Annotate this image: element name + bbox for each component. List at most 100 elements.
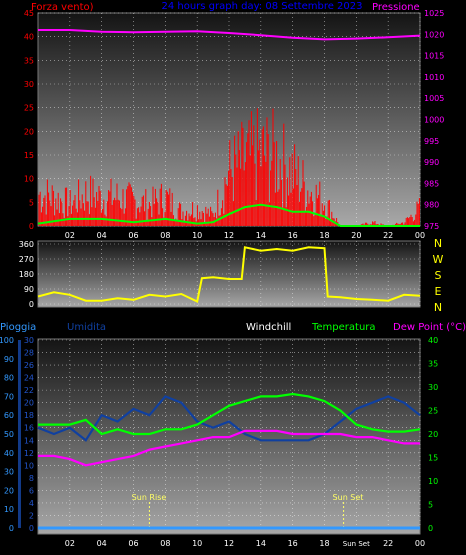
wind-y-tick-label: 25 [24, 104, 34, 113]
x-tick-label: 16 [288, 539, 298, 548]
pressure-y-tick-label: 1005 [424, 94, 444, 103]
compass-tick-label: N [434, 301, 442, 314]
x-tick-label: 12 [224, 231, 234, 240]
compass-tick-label: E [435, 285, 442, 298]
pressure-y-tick-label: 980 [424, 201, 439, 210]
pressure-y-tick-label: 1015 [424, 52, 444, 61]
x-tick-label: 18 [319, 539, 329, 548]
compass-tick-label: S [435, 269, 442, 282]
temperatura-label: Temperatura [311, 322, 376, 333]
left-y-tick-label: 24 [24, 374, 34, 383]
x-tick-label: 06 [128, 539, 138, 548]
x-tick-label: 02 [65, 539, 75, 548]
humidity-pct-tick-label: 20 [4, 486, 14, 495]
x-tick-label: Sun Set [343, 540, 370, 548]
x-tick-label: 04 [97, 231, 107, 240]
chart-title: 24 hours graph day: 08 Settembre 2023 [161, 1, 362, 12]
pressure-line [38, 29, 421, 41]
x-tick-label: 06 [128, 231, 138, 240]
humidity-pct-tick-label: 60 [4, 411, 14, 420]
x-tick-label: 12 [224, 539, 234, 548]
dewpoint-label: Dew Point (°C) [393, 322, 466, 333]
left-y-tick-label: 22 [24, 386, 34, 395]
left-y-tick-label: 8 [29, 474, 34, 483]
x-tick-label: 08 [160, 231, 170, 240]
umidita-label: Umidita [67, 322, 106, 333]
pressure-y-tick-label: 1010 [424, 73, 444, 82]
pioggia-label: Pioggia [0, 322, 36, 333]
compass-tick-label: W [433, 253, 444, 266]
temperature-y-tick-label: 25 [428, 407, 438, 416]
wind-y-tick-label: 5 [29, 198, 34, 207]
humidity-pct-tick-label: 80 [4, 374, 14, 383]
left-y-tick-label: 14 [24, 436, 34, 445]
x-tick-label: 10 [192, 231, 202, 240]
x-tick-label: 20 [351, 231, 361, 240]
left-y-tick-label: 12 [24, 449, 34, 458]
wind-y-tick-label: 40 [24, 33, 34, 42]
temperature-y-tick-label: 30 [428, 383, 438, 392]
compass-tick-label: N [434, 237, 442, 250]
direction-y-tick-label: 180 [19, 270, 34, 279]
direction-y-tick-label: 360 [19, 240, 34, 249]
humidity-axis-bar [18, 340, 21, 528]
pressure-axis-title: Pressione [372, 2, 420, 13]
left-y-tick-label: 28 [24, 349, 34, 358]
temperature-y-tick-label: 35 [428, 360, 438, 369]
temperature-y-tick-label: 15 [428, 454, 438, 463]
temperature-y-tick-label: 40 [428, 336, 438, 345]
wind-y-tick-label: 15 [24, 151, 34, 160]
pressure-y-tick-label: 1025 [424, 9, 444, 18]
temperature-y-tick-label: 0 [428, 524, 433, 533]
wind-y-tick-label: 10 [24, 175, 34, 184]
humidity-pct-tick-label: 70 [4, 392, 14, 401]
left-y-tick-label: 16 [24, 424, 34, 433]
wind-y-tick-label: 45 [24, 9, 34, 18]
left-y-tick-label: 2 [29, 511, 34, 520]
sunrise-label: Sun Rise [132, 493, 167, 502]
x-tick-label: 14 [256, 539, 266, 548]
x-tick-label: 22 [383, 231, 393, 240]
humidity-pct-tick-label: 10 [4, 505, 14, 514]
left-y-tick-label: 30 [24, 336, 34, 345]
direction-line [37, 246, 421, 303]
temperature-y-tick-label: 20 [428, 430, 438, 439]
left-y-tick-label: 18 [24, 411, 34, 420]
x-tick-label: 02 [65, 231, 75, 240]
left-y-tick-label: 6 [29, 486, 34, 495]
humidity-line [37, 395, 421, 442]
humidity-pct-tick-label: 0 [9, 524, 14, 533]
x-tick-label: 08 [160, 539, 170, 548]
left-y-tick-label: 10 [24, 461, 34, 470]
left-y-tick-label: 0 [29, 524, 34, 533]
humidity-pct-tick-label: 100 [0, 336, 14, 345]
pressure-y-tick-label: 985 [424, 179, 439, 188]
x-tick-label: 16 [288, 231, 298, 240]
direction-y-tick-label: 0 [29, 300, 34, 309]
temperature-y-tick-label: 5 [428, 501, 433, 510]
direction-y-tick-label: 270 [19, 255, 34, 264]
wind-average-line [37, 203, 420, 227]
x-tick-label: 04 [97, 539, 107, 548]
pressure-y-tick-label: 1000 [424, 116, 444, 125]
x-tick-label: 00 [415, 539, 425, 548]
humidity-pct-tick-label: 40 [4, 449, 14, 458]
x-tick-label: 14 [256, 231, 266, 240]
sunset-label: Sun Set [333, 493, 364, 502]
wind-axis-title: Forza vento) [31, 2, 94, 13]
direction-y-tick-label: 90 [24, 285, 34, 294]
pressure-y-tick-label: 995 [424, 137, 439, 146]
left-y-tick-label: 4 [29, 499, 34, 508]
x-tick-label: 10 [192, 539, 202, 548]
humidity-pct-tick-label: 90 [4, 355, 14, 364]
x-tick-label: 18 [319, 231, 329, 240]
wind-y-tick-label: 35 [24, 56, 34, 65]
pressure-y-tick-label: 1020 [424, 30, 444, 39]
x-tick-label: 00 [415, 231, 425, 240]
dewpoint-line [38, 429, 420, 467]
x-tick-label: 22 [383, 539, 393, 548]
pressure-y-tick-label: 975 [424, 222, 439, 231]
wind-y-tick-label: 30 [24, 80, 34, 89]
windchill-label: Windchill [246, 322, 291, 333]
